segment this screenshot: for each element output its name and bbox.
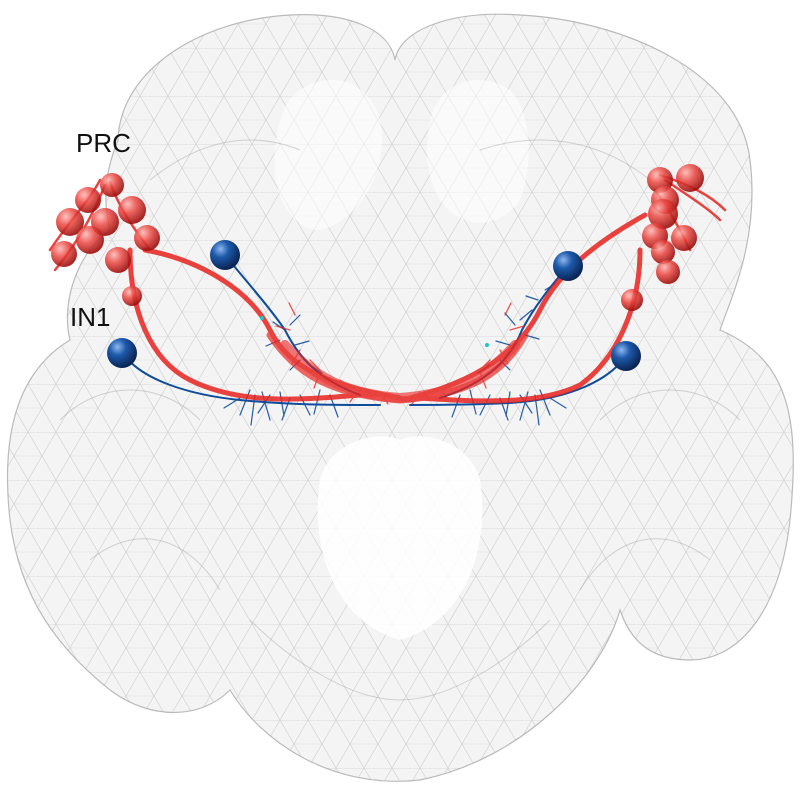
prc-arbor-texture xyxy=(275,302,525,405)
prc-soma xyxy=(676,164,704,192)
prc-soma-cluster-right xyxy=(621,164,704,311)
prc-soma xyxy=(51,241,77,267)
prc-soma xyxy=(76,226,104,254)
in1-soma-left-upper xyxy=(210,240,240,270)
prc-soma xyxy=(621,289,643,311)
brain-mesh-shadow-lines xyxy=(59,139,741,701)
in1-soma-right-upper xyxy=(553,251,583,281)
prc-projections xyxy=(48,173,727,405)
in1-somas xyxy=(107,240,641,371)
prc-soma xyxy=(122,286,142,306)
prc-soma xyxy=(648,199,678,229)
prc-dense-core xyxy=(280,340,520,404)
in1-soma-left-lower xyxy=(107,338,137,368)
prc-soma xyxy=(118,196,146,224)
brain-mesh-upper-void-left xyxy=(274,80,382,230)
in1-soma-right-lower xyxy=(611,341,641,371)
prc-label: PRC xyxy=(76,128,131,158)
prc-soma xyxy=(56,208,84,236)
prc-soma xyxy=(134,225,160,251)
prc-soma xyxy=(105,247,131,273)
prc-soma xyxy=(100,173,124,197)
cyan-mark-right xyxy=(485,343,489,347)
prc-soma xyxy=(671,225,697,251)
brain-mesh-central-void xyxy=(317,436,483,640)
prc-soma xyxy=(656,260,680,284)
in1-label: IN1 xyxy=(70,302,111,332)
cyan-mark-left xyxy=(260,316,264,320)
prc-soma xyxy=(75,187,101,213)
prc-soma xyxy=(651,240,675,264)
brain-mesh-upper-void-right xyxy=(427,80,529,223)
in1-axon-right-lower xyxy=(409,355,627,406)
in1-axon-left-lower xyxy=(121,351,381,406)
cyan-accent-marks xyxy=(260,316,489,347)
prc-soma-cluster-left xyxy=(51,173,160,306)
